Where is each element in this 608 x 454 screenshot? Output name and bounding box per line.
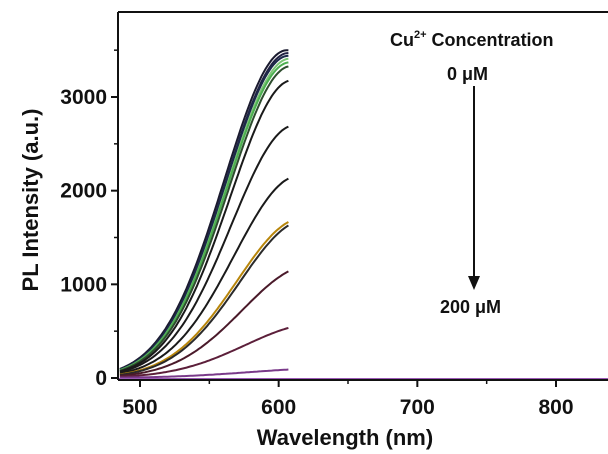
x-tick-label-600: 600 <box>261 396 296 419</box>
annotation-arrow-head <box>468 276 480 290</box>
series-curve-1 <box>119 49 289 370</box>
series-curve-13 <box>119 326 289 378</box>
series-curve-5 <box>119 61 289 372</box>
annotation-start-label: 0 μM <box>447 64 488 84</box>
annotation-title: Cu2+ Concentration <box>390 29 554 50</box>
x-axis-label: Wavelength (nm) <box>257 425 433 450</box>
series-curve-3 <box>119 54 289 371</box>
series-curve-7 <box>119 79 289 373</box>
x-tick-label-700: 700 <box>400 396 435 419</box>
series-curve-9 <box>119 177 289 375</box>
series-curve-14 <box>119 368 289 379</box>
x-tick-label-800: 800 <box>538 396 573 419</box>
concentration-annotation: Cu2+ Concentration 0 μM 200 μM <box>390 29 554 317</box>
x-tick-label-500: 500 <box>122 396 157 419</box>
y-axis-label: PL Intensity (a.u.) <box>18 109 43 292</box>
y-tick-label-3000: 3000 <box>60 86 107 109</box>
series-curve-2 <box>119 52 289 371</box>
series-curve-11 <box>119 224 289 376</box>
y-tick-label-2000: 2000 <box>60 180 107 203</box>
series-curve-4 <box>119 57 289 372</box>
series-layer <box>118 49 608 380</box>
y-tick-label-1000: 1000 <box>60 273 107 296</box>
ticks-layer: 500 600 700 800 0 1000 2000 3000 <box>60 49 574 419</box>
y-tick-label-0: 0 <box>95 367 107 390</box>
series-curve-6 <box>119 65 289 372</box>
series-curve-12 <box>119 270 289 377</box>
axes-layer <box>117 11 608 381</box>
series-curve-8 <box>119 125 289 374</box>
annotation-end-label: 200 μM <box>440 297 501 317</box>
